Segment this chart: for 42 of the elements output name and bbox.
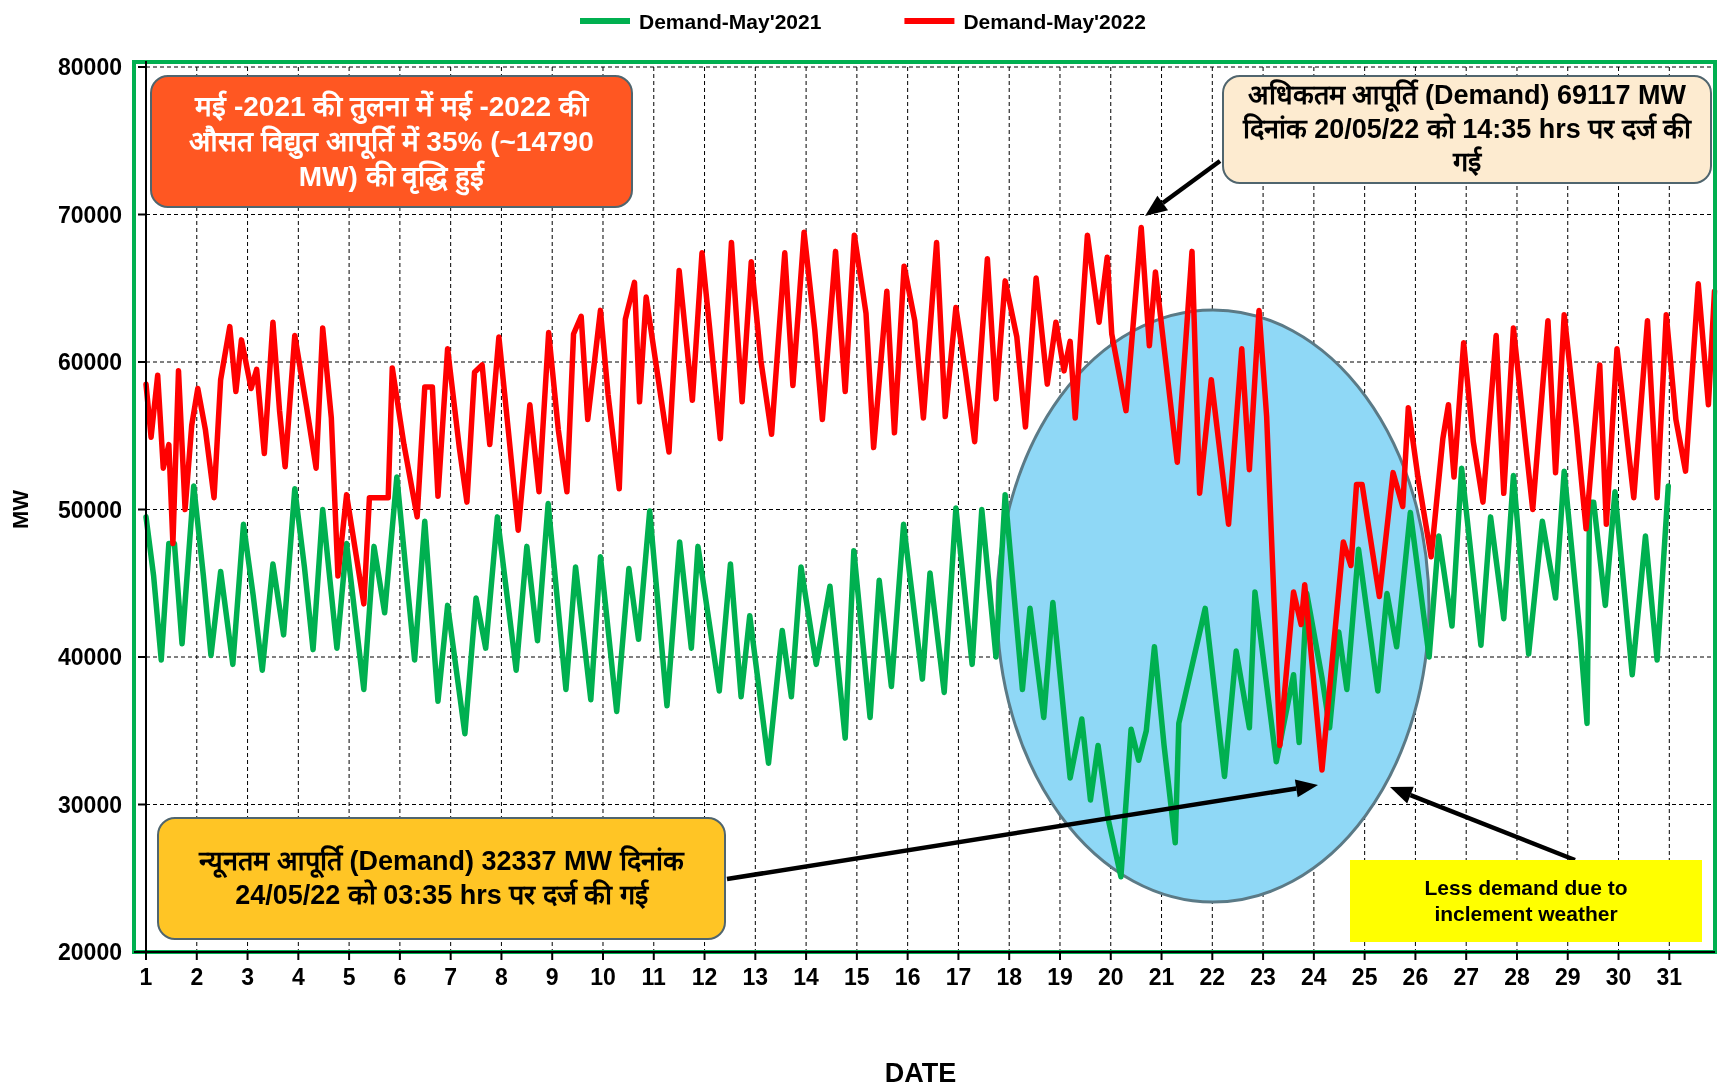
x-tick-label: 29 — [1554, 964, 1581, 990]
legend-label: Demand-May'2022 — [963, 9, 1146, 33]
y-tick-label: 50000 — [58, 496, 122, 523]
x-tick-label: 6 — [393, 964, 407, 990]
x-tick-label: 20 — [1097, 964, 1124, 990]
y-tick-label: 70000 — [58, 201, 122, 228]
y-tick-label: 80000 — [58, 54, 122, 80]
x-axis-title: DATE — [884, 1058, 957, 1088]
x-tick-label: 17 — [945, 964, 972, 990]
x-tick-label: 5 — [342, 964, 356, 990]
x-tick-label: 18 — [996, 964, 1023, 990]
x-tick-label: 16 — [894, 964, 921, 990]
x-tick-label: 31 — [1656, 964, 1683, 990]
x-tick-label: 11 — [641, 964, 667, 990]
x-tick-label: 23 — [1250, 964, 1276, 990]
x-tick-label: 30 — [1605, 964, 1632, 990]
y-tick-label: 30000 — [58, 791, 122, 818]
y-tick-label: 60000 — [58, 349, 122, 375]
x-tick-label: 12 — [691, 964, 718, 990]
x-tick-label: 3 — [241, 964, 254, 990]
x-tick-label: 7 — [444, 964, 458, 990]
x-tick-label: 25 — [1351, 964, 1378, 990]
x-tick-label: 2 — [190, 964, 204, 990]
x-tick-label: 19 — [1047, 964, 1073, 990]
x-tick-label: 22 — [1199, 964, 1226, 990]
y-axis-title: MW — [8, 489, 33, 530]
legend-label: Demand-May'2021 — [639, 9, 822, 33]
x-tick-label: 1 — [139, 964, 153, 990]
x-tick-label: 26 — [1402, 964, 1429, 990]
x-tick-label: 28 — [1504, 964, 1530, 990]
x-tick-label: 24 — [1301, 964, 1327, 990]
x-tick-label: 15 — [844, 964, 870, 990]
x-tick-label: 13 — [742, 964, 769, 990]
y-tick-label: 20000 — [58, 939, 122, 965]
x-tick-label: 21 — [1148, 964, 1175, 990]
x-tick-label: 14 — [793, 964, 820, 990]
y-tick-label: 40000 — [58, 644, 122, 670]
x-tick-label: 27 — [1453, 964, 1479, 990]
x-tick-label: 10 — [590, 964, 616, 990]
x-tick-label: 8 — [495, 964, 509, 990]
x-tick-label: 9 — [545, 964, 559, 990]
x-tick-label: 4 — [291, 964, 305, 990]
